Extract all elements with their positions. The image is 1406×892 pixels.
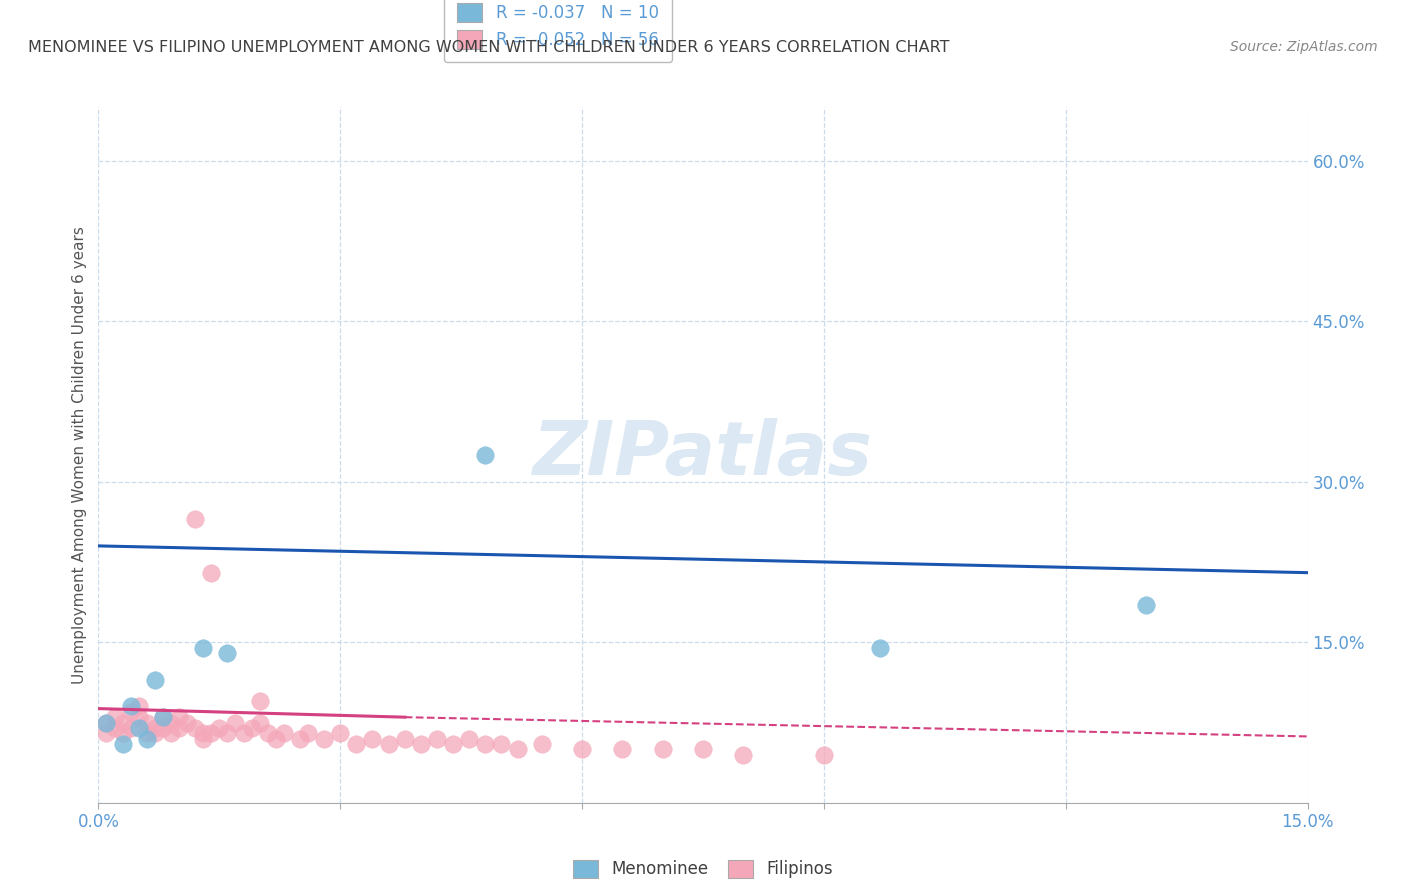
Point xyxy=(474,737,496,751)
Point xyxy=(361,731,384,746)
Point xyxy=(297,726,319,740)
Text: ZIPatlas: ZIPatlas xyxy=(533,418,873,491)
Point xyxy=(491,737,513,751)
Point xyxy=(135,726,157,740)
Point xyxy=(128,699,150,714)
Point xyxy=(200,726,222,740)
Point xyxy=(612,742,634,756)
Point xyxy=(208,721,231,735)
Text: MENOMINEE VS FILIPINO UNEMPLOYMENT AMONG WOMEN WITH CHILDREN UNDER 6 YEARS CORRE: MENOMINEE VS FILIPINO UNEMPLOYMENT AMONG… xyxy=(28,40,949,55)
Point xyxy=(1135,598,1157,612)
Point xyxy=(273,726,295,740)
Point xyxy=(217,726,239,740)
Point xyxy=(344,737,367,751)
Point xyxy=(96,715,118,730)
Point xyxy=(120,721,142,735)
Point xyxy=(200,566,222,580)
Point xyxy=(256,726,278,740)
Point xyxy=(111,715,134,730)
Point xyxy=(377,737,399,751)
Point xyxy=(530,737,553,751)
Point xyxy=(458,731,481,746)
Point xyxy=(232,726,254,740)
Y-axis label: Unemployment Among Women with Children Under 6 years: Unemployment Among Women with Children U… xyxy=(72,226,87,684)
Point xyxy=(571,742,593,756)
Point xyxy=(692,742,714,756)
Point xyxy=(184,721,207,735)
Point xyxy=(733,747,755,762)
Point xyxy=(184,512,207,526)
Point xyxy=(249,715,271,730)
Point xyxy=(167,721,190,735)
Point xyxy=(135,731,157,746)
Point xyxy=(813,747,835,762)
Point xyxy=(128,721,150,735)
Point xyxy=(143,673,166,687)
Point xyxy=(135,715,157,730)
Point xyxy=(152,710,174,724)
Point xyxy=(160,715,183,730)
Point xyxy=(441,737,464,751)
Point xyxy=(103,710,125,724)
Point xyxy=(103,721,125,735)
Point xyxy=(217,646,239,660)
Point xyxy=(329,726,352,740)
Point xyxy=(120,699,142,714)
Point xyxy=(651,742,673,756)
Point xyxy=(96,715,118,730)
Point xyxy=(167,710,190,724)
Point xyxy=(394,731,416,746)
Point xyxy=(128,710,150,724)
Point xyxy=(264,731,287,746)
Point xyxy=(869,640,891,655)
Point xyxy=(143,726,166,740)
Point xyxy=(143,721,166,735)
Point xyxy=(96,726,118,740)
Point xyxy=(474,448,496,462)
Point xyxy=(249,694,271,708)
Point xyxy=(160,726,183,740)
Point xyxy=(193,726,215,740)
Point xyxy=(426,731,449,746)
Point xyxy=(506,742,529,756)
Point xyxy=(409,737,432,751)
Point xyxy=(193,640,215,655)
Point xyxy=(152,710,174,724)
Point xyxy=(120,705,142,719)
Text: Source: ZipAtlas.com: Source: ZipAtlas.com xyxy=(1230,40,1378,54)
Point xyxy=(176,715,198,730)
Point xyxy=(314,731,336,746)
Point xyxy=(193,731,215,746)
Point xyxy=(240,721,263,735)
Point xyxy=(152,721,174,735)
Point xyxy=(111,737,134,751)
Point xyxy=(224,715,246,730)
Legend: Menominee, Filipinos: Menominee, Filipinos xyxy=(567,853,839,885)
Point xyxy=(111,726,134,740)
Point xyxy=(288,731,311,746)
